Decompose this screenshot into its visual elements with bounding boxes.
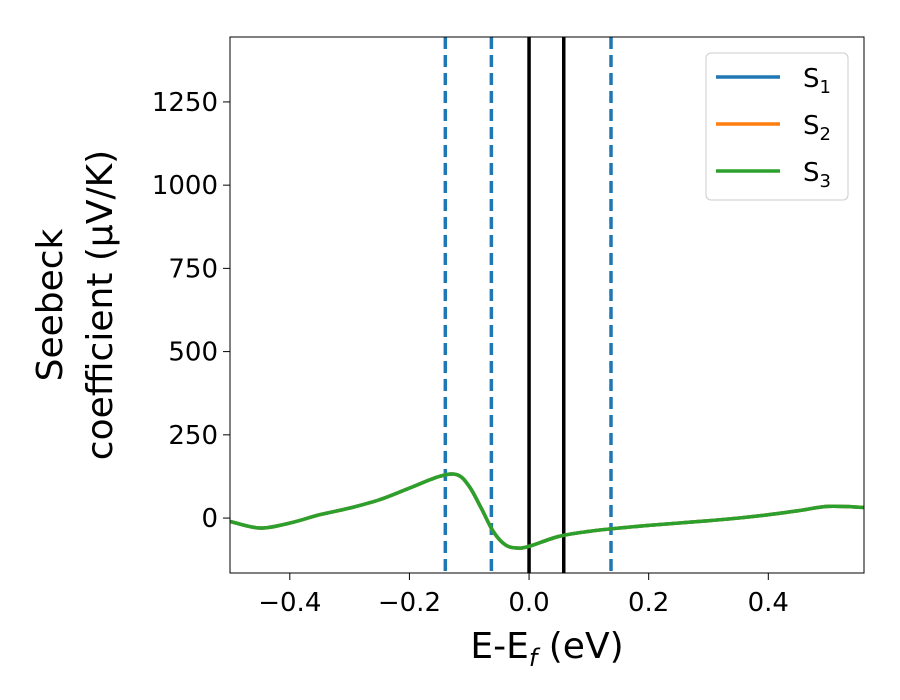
legend: S1 S2 S3 — [705, 52, 849, 201]
x-tick-label: 0.2 — [628, 588, 669, 618]
series-line-s3 — [230, 472, 864, 550]
y-tick-label: 250 — [168, 421, 218, 451]
x-tick-label: −0.4 — [258, 588, 321, 618]
x-tick-label: 0.4 — [748, 588, 789, 618]
y-tick-label: 500 — [168, 338, 218, 368]
y-axis-title: Seebeck coefficient (μV/K) — [30, 150, 121, 460]
legend-label-s1: S1 — [803, 64, 831, 98]
y-axis-title-line-2: coefficient (μV/K) — [80, 150, 121, 460]
x-tick-label: −0.2 — [378, 588, 441, 618]
y-tick-label: 0 — [201, 504, 218, 534]
y-axis-title-line-1: Seebeck — [30, 228, 71, 381]
y-tick-label: 1250 — [152, 88, 218, 118]
legend-label-s3: S3 — [803, 158, 831, 192]
reference-lines — [443, 37, 613, 573]
legend-frame — [705, 52, 849, 201]
x-tick-label: 0.0 — [508, 588, 549, 618]
y-axis-ticks: 0 250 500 750 1000 1250 — [152, 88, 230, 534]
y-tick-label: 1000 — [152, 171, 218, 201]
legend-label-s2: S2 — [803, 111, 831, 145]
y-tick-label: 750 — [168, 254, 218, 284]
x-axis-ticks: −0.4 −0.2 0.0 0.2 0.4 — [258, 573, 789, 618]
plot-frame — [229, 36, 865, 574]
series-lines — [230, 472, 864, 550]
x-axis-title: E-Ef (eV) — [470, 626, 623, 672]
